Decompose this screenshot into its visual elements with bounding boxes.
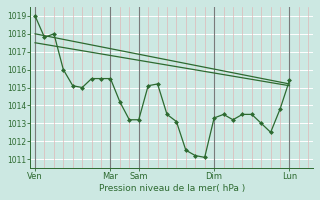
X-axis label: Pression niveau de la mer( hPa ): Pression niveau de la mer( hPa ) [99,184,245,193]
